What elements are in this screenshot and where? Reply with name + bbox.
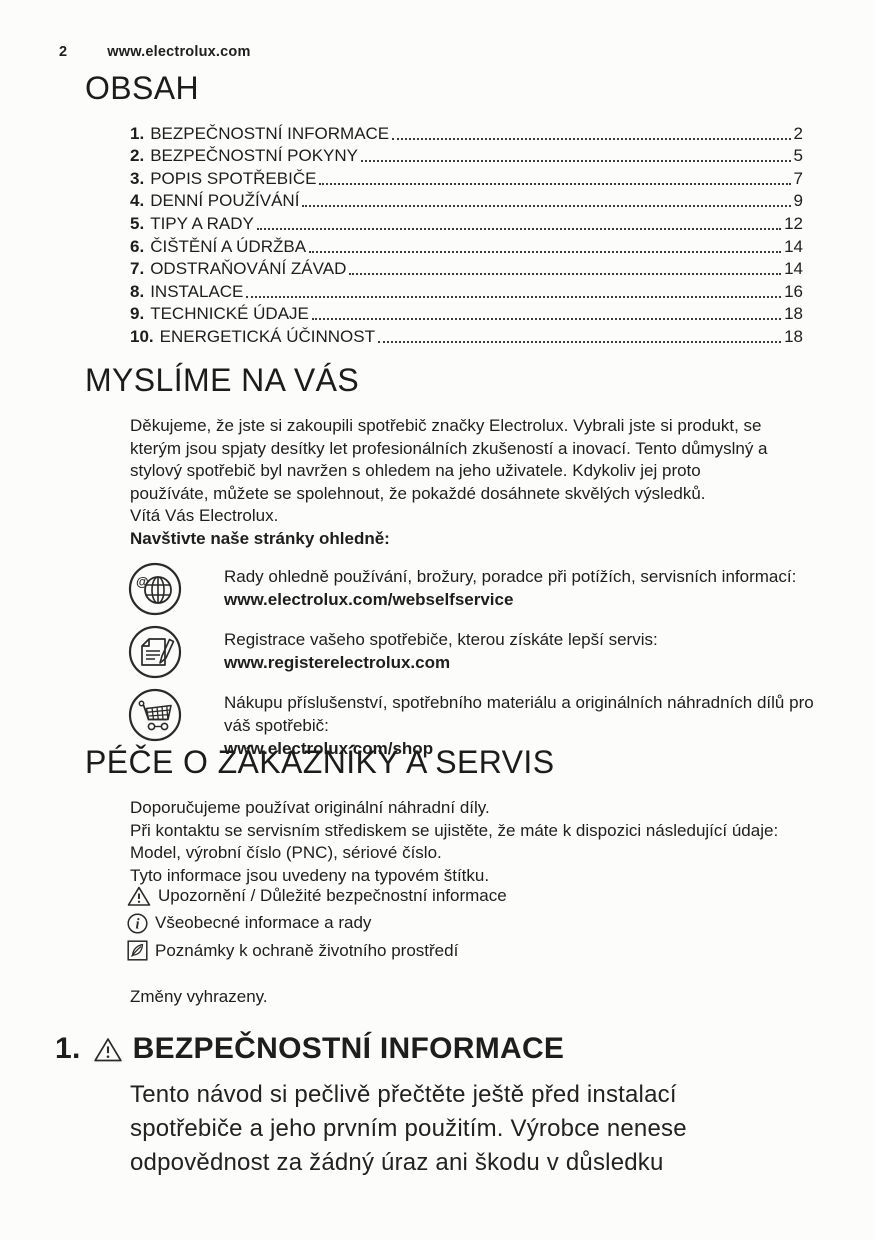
toc-entry: 6. ČIŠTĚNÍ A ÚDRŽBA 14 — [130, 234, 803, 257]
toc-entry-number: 6. — [130, 236, 145, 256]
link-url: www.electrolux.com/webselfservice — [224, 590, 514, 609]
care-line: Při kontaktu se servisním střediskem se … — [130, 820, 779, 863]
link-url: www.registerelectrolux.com — [224, 653, 451, 672]
toc-entry-label: ODSTRAŇOVÁNÍ ZÁVAD — [150, 259, 347, 279]
care-line: Tyto informace jsou uvedeny na typovém š… — [130, 865, 490, 885]
toc-entry: 9. TECHNICKÉ ÚDAJE 18 — [130, 302, 803, 325]
legend-text: Všeobecné informace a rady — [155, 913, 372, 932]
changes-reserved-note: Změny vyhrazeny. — [130, 987, 268, 1006]
toc-entry-page: 7 — [793, 168, 803, 188]
link-text: Nákupu příslušenství, spotřebního materi… — [224, 688, 828, 760]
toc-entry-number: 2. — [130, 146, 145, 166]
we-think-title: MYSLÍME NA VÁS — [85, 362, 360, 398]
link-text: Registrace vašeho spotřebiče, kterou zís… — [224, 625, 658, 679]
link-description: Registrace vašeho spotřebiče, kterou zís… — [224, 630, 658, 649]
toc-entry: 4. DENNÍ POUŽÍVÁNÍ 9 — [130, 189, 803, 212]
eco-icon — [127, 940, 148, 961]
intro-paragraph: Děkujeme, že jste si zakoupili spotřebič… — [130, 416, 768, 503]
toc-entry: 10. ENERGETICKÁ ÚČINNOST 18 — [130, 324, 803, 347]
toc-entry-label: ČIŠTĚNÍ A ÚDRŽBA — [150, 236, 307, 256]
welcome-line: Vítá Vás Electrolux. — [130, 506, 279, 525]
safety-paragraph: Tento návod si pečlivě přečtěte ještě př… — [130, 1081, 687, 1176]
care-body: Doporučujeme používat originální náhradn… — [130, 797, 806, 887]
legend-text: Upozornění / Důležité bezpečnostní infor… — [158, 885, 507, 905]
toc-entry: 7. ODSTRAŇOVÁNÍ ZÁVAD 14 — [130, 257, 803, 280]
toc-entry-page: 18 — [784, 304, 803, 324]
toc-entry-page: 5 — [793, 146, 803, 166]
toc-entry-number: 3. — [130, 168, 145, 188]
toc-entry-page: 12 — [784, 213, 803, 233]
site-url: www.electrolux.com — [107, 44, 251, 60]
svg-text:@: @ — [136, 574, 149, 589]
toc-entry-label: INSTALACE — [150, 281, 244, 301]
toc-entry-number: 9. — [130, 304, 145, 324]
toc-entry-number: 4. — [130, 191, 145, 211]
toc-entry: 5. TIPY A RADY 12 — [130, 211, 803, 234]
toc-entry-page: 2 — [793, 123, 803, 143]
toc-entry: 2. BEZPEČNOSTNÍ POKYNY 5 — [130, 144, 803, 167]
toc-entry-label: TIPY A RADY — [150, 213, 254, 233]
toc-entry-label: ENERGETICKÁ ÚČINNOST — [159, 326, 375, 346]
toc-entry-number: 10. — [130, 326, 154, 346]
globe-at-icon: @ — [128, 562, 182, 616]
toc-entry-number: 7. — [130, 259, 145, 279]
info-icon: i — [127, 912, 148, 934]
toc-entry-page: 14 — [784, 236, 803, 256]
toc-entry-label: BEZPEČNOSTNÍ INFORMACE — [150, 123, 390, 143]
page-header: 2 www.electrolux.com — [59, 44, 251, 60]
warning-icon — [127, 885, 151, 907]
toc-entry-label: DENNÍ POUŽÍVÁNÍ — [150, 191, 300, 211]
section-title: BEZPEČNOSTNÍ INFORMACE — [132, 1032, 565, 1065]
legend-info: i Všeobecné informace a rady — [127, 912, 507, 935]
cart-icon — [128, 688, 182, 760]
table-of-contents: 1. BEZPEČNOSTNÍ INFORMACE 2 2. BEZPEČNOS… — [130, 121, 803, 347]
link-row-shop: Nákupu příslušenství, spotřebního materi… — [128, 688, 828, 760]
toc-entry-label: TECHNICKÉ ÚDAJE — [150, 304, 309, 324]
toc-entry-label: POPIS SPOTŘEBIČE — [150, 168, 317, 188]
legend-warning: Upozornění / Důležité bezpečnostní infor… — [127, 884, 507, 907]
link-description: Rady ohledně používání, brožury, poradce… — [224, 567, 797, 586]
toc-entry-page: 16 — [784, 281, 803, 301]
warning-icon — [93, 1036, 123, 1063]
link-row-register: Registrace vašeho spotřebiče, kterou zís… — [128, 625, 828, 679]
link-row-webselfservice: @ Rady ohledně používání, brožury, porad… — [128, 562, 828, 616]
toc-entry-page: 14 — [784, 259, 803, 279]
toc-title: OBSAH — [85, 70, 200, 106]
register-icon — [128, 625, 182, 679]
toc-entry: 1. BEZPEČNOSTNÍ INFORMACE 2 — [130, 121, 803, 144]
toc-entry-page: 18 — [784, 326, 803, 346]
care-title: PÉČE O ZÁKAZNÍKY A SERVIS — [85, 744, 555, 780]
safety-section-heading: 1. BEZPEČNOSTNÍ INFORMACE — [55, 1032, 564, 1066]
toc-entry-number: 5. — [130, 213, 145, 233]
care-line: Doporučujeme používat originální náhradn… — [130, 798, 490, 817]
toc-entry-page: 9 — [793, 191, 803, 211]
toc-entry-number: 8. — [130, 281, 145, 301]
toc-entry-label: BEZPEČNOSTNÍ POKYNY — [150, 146, 359, 166]
svg-text:i: i — [135, 916, 139, 932]
toc-entry: 3. POPIS SPOTŘEBIČE 7 — [130, 166, 803, 189]
visit-line: Navštivte naše stránky ohledně: — [130, 528, 390, 548]
toc-entry-number: 1. — [130, 123, 145, 143]
toc-entry: 8. INSTALACE 16 — [130, 279, 803, 302]
link-description: Nákupu příslušenství, spotřebního materi… — [224, 693, 814, 735]
website-links: @ Rady ohledně používání, brožury, porad… — [128, 562, 828, 769]
we-think-body: Děkujeme, že jste si zakoupili spotřebič… — [130, 415, 778, 550]
symbol-legend: Upozornění / Důležité bezpečnostní infor… — [127, 884, 507, 967]
page-number: 2 — [59, 44, 68, 60]
legend-text: Poznámky k ochraně životního prostředí — [155, 940, 459, 960]
legend-eco: Poznámky k ochraně životního prostředí — [127, 939, 507, 962]
link-url: www.electrolux.com/shop — [224, 739, 434, 758]
section-number: 1. — [55, 1032, 81, 1065]
link-text: Rady ohledně používání, brožury, poradce… — [224, 562, 796, 616]
